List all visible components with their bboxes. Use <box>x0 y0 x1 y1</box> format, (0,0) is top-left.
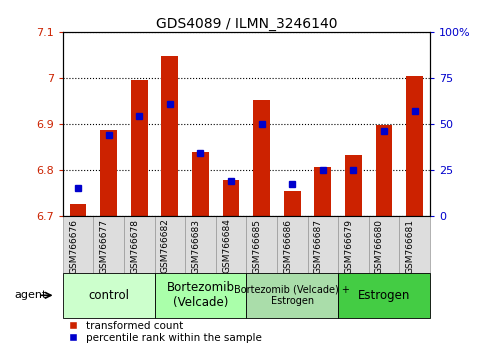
Text: GSM766677: GSM766677 <box>99 218 109 274</box>
Text: GSM766681: GSM766681 <box>406 218 414 274</box>
Bar <box>155 216 185 273</box>
Bar <box>155 273 246 318</box>
Bar <box>399 216 430 273</box>
Text: Bortezomib
(Velcade): Bortezomib (Velcade) <box>167 281 234 309</box>
Bar <box>124 216 155 273</box>
Bar <box>406 76 423 216</box>
Bar <box>216 216 246 273</box>
Bar <box>223 180 240 216</box>
Bar <box>100 130 117 216</box>
Bar <box>63 273 155 318</box>
Text: GSM766676: GSM766676 <box>69 218 78 274</box>
Text: GSM766686: GSM766686 <box>283 218 292 274</box>
Text: GSM766682: GSM766682 <box>161 218 170 273</box>
Bar <box>70 204 86 216</box>
Bar <box>376 125 392 216</box>
Bar <box>308 216 338 273</box>
Bar <box>338 273 430 318</box>
Text: GSM766680: GSM766680 <box>375 218 384 274</box>
Bar <box>192 152 209 216</box>
Text: Bortezomib (Velcade) +
Estrogen: Bortezomib (Velcade) + Estrogen <box>234 285 350 306</box>
Bar <box>369 216 399 273</box>
Bar <box>161 56 178 216</box>
Text: GSM766683: GSM766683 <box>191 218 200 274</box>
Bar <box>246 216 277 273</box>
Text: GSM766684: GSM766684 <box>222 218 231 273</box>
Bar <box>345 155 362 216</box>
Bar <box>131 80 148 216</box>
Bar <box>253 100 270 216</box>
Bar <box>338 216 369 273</box>
Text: control: control <box>88 289 129 302</box>
Bar <box>63 216 93 273</box>
Title: GDS4089 / ILMN_3246140: GDS4089 / ILMN_3246140 <box>156 17 337 31</box>
Text: Estrogen: Estrogen <box>358 289 410 302</box>
Bar <box>246 273 338 318</box>
Bar <box>284 191 300 216</box>
Text: GSM766678: GSM766678 <box>130 218 139 274</box>
Text: GSM766687: GSM766687 <box>314 218 323 274</box>
Bar <box>314 167 331 216</box>
Legend: transformed count, percentile rank within the sample: transformed count, percentile rank withi… <box>68 320 263 344</box>
Bar <box>185 216 216 273</box>
Bar <box>93 216 124 273</box>
Bar <box>277 216 308 273</box>
Text: agent: agent <box>14 290 47 300</box>
Text: GSM766679: GSM766679 <box>344 218 354 274</box>
Text: GSM766685: GSM766685 <box>253 218 262 274</box>
